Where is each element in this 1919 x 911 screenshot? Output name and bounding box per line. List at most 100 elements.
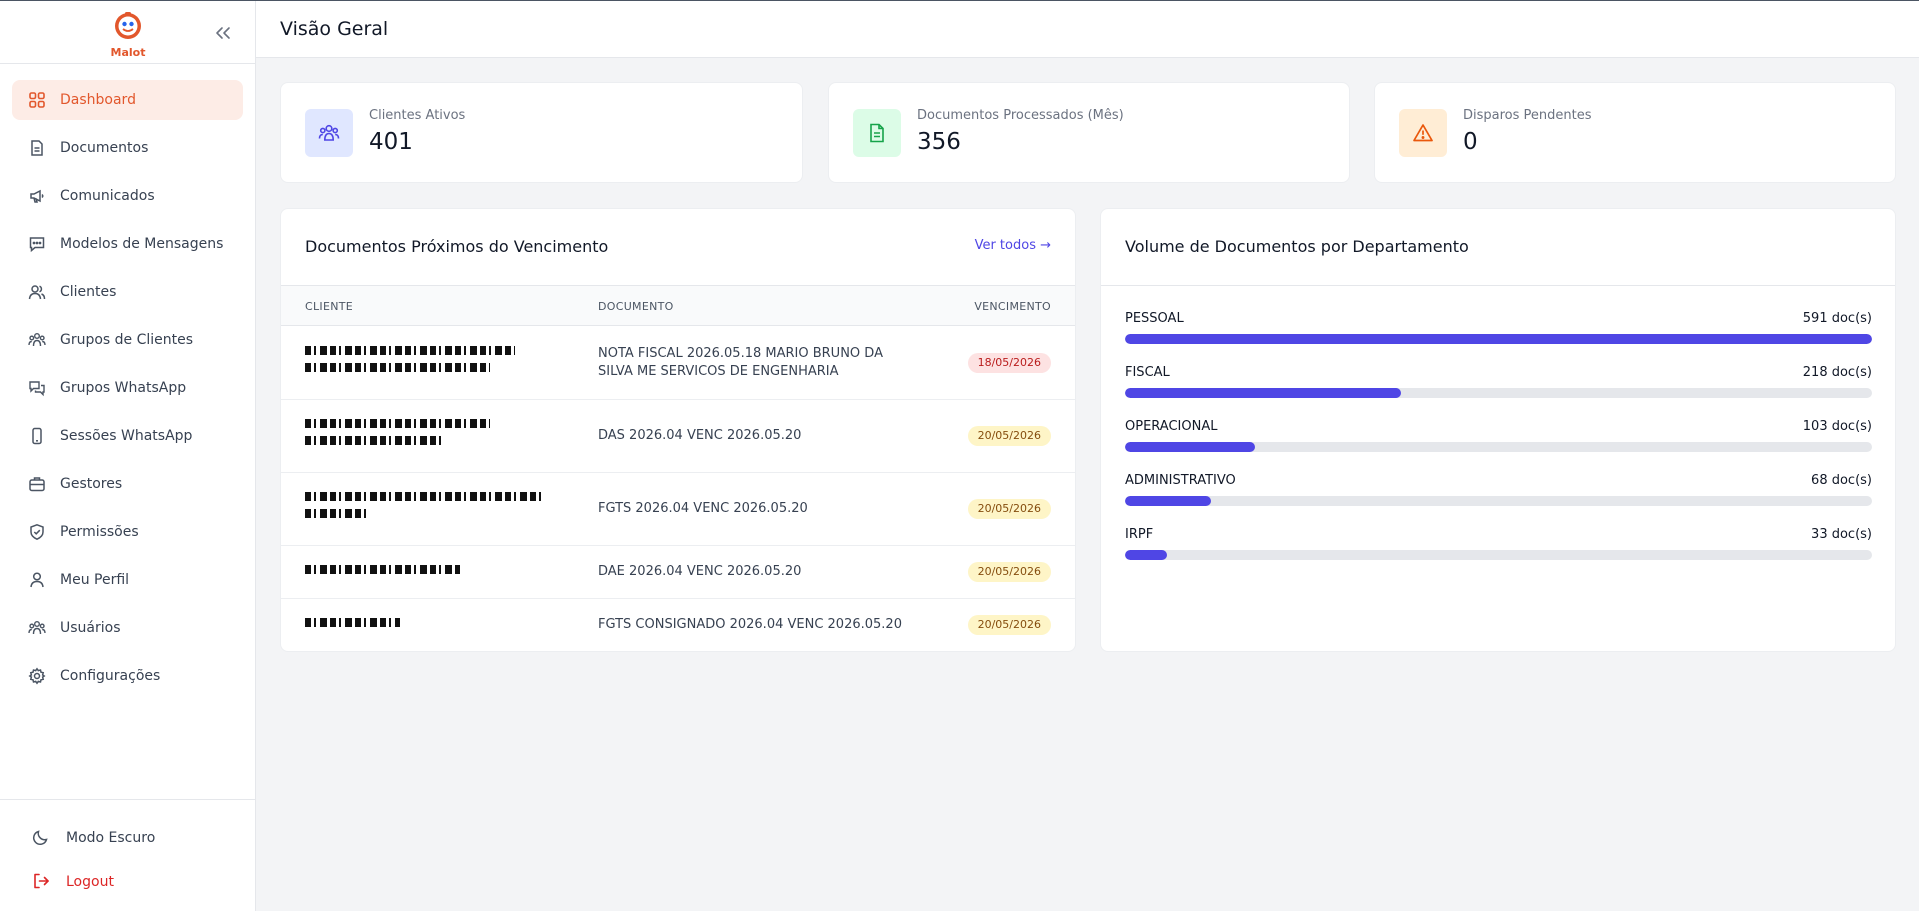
sidebar-item-modelos-de-mensagens[interactable]: Modelos de Mensagens <box>12 224 243 264</box>
sidebar-item-dashboard[interactable]: Dashboard <box>12 80 243 120</box>
stat-label: Documentos Processados (Mês) <box>917 108 1124 123</box>
table-row[interactable]: DAS 2026.04 VENC 2026.05.20 20/05/2026 <box>281 400 1075 473</box>
progress-track <box>1125 334 1872 344</box>
users-icon <box>305 109 353 157</box>
warning-icon <box>1399 109 1447 157</box>
sidebar-item-label: Dashboard <box>60 92 136 108</box>
sidebar-item-grupos-de-clientes[interactable]: Grupos de Clientes <box>12 320 243 360</box>
progress-fill <box>1125 442 1256 452</box>
collapse-sidebar-button[interactable] <box>211 21 235 45</box>
department-count: 33 doc(s) <box>1811 527 1872 542</box>
table-row[interactable]: DAE 2026.04 VENC 2026.05.20 20/05/2026 <box>281 546 1075 599</box>
progress-track <box>1125 388 1872 398</box>
divider <box>281 285 1075 286</box>
stat-card-clientes-ativos: Clientes Ativos 401 <box>280 82 803 183</box>
divider <box>1101 285 1895 286</box>
sidebar-item-label: Documentos <box>60 140 149 156</box>
user-group-icon <box>28 331 46 349</box>
progress-track <box>1125 442 1872 452</box>
due-documents-panel: Documentos Próximos do Vencimento Ver to… <box>280 208 1076 652</box>
progress-fill <box>1125 550 1167 560</box>
sidebar-item-label: Usuários <box>60 620 121 636</box>
see-all-link[interactable]: Ver todos → <box>974 238 1051 253</box>
sidebar-item-label: Clientes <box>60 284 117 300</box>
department-name: FISCAL <box>1125 365 1170 380</box>
department-count: 218 doc(s) <box>1802 365 1872 380</box>
sidebar-item-permissoes[interactable]: Permissões <box>12 512 243 552</box>
document-icon <box>853 109 901 157</box>
progress-track <box>1125 496 1872 506</box>
moon-icon <box>32 828 52 848</box>
department-name: OPERACIONAL <box>1125 419 1218 434</box>
redacted-client-name <box>305 492 541 526</box>
sidebar-footer: Modo Escuro Logout <box>0 799 256 911</box>
sidebar-item-documentos[interactable]: Documentos <box>12 128 243 168</box>
sidebar-item-sessoes-whatsapp[interactable]: Sessões WhatsApp <box>12 416 243 456</box>
dark-mode-toggle[interactable]: Modo Escuro <box>12 820 244 856</box>
briefcase-icon <box>28 475 46 493</box>
logout-button[interactable]: Logout <box>12 864 244 900</box>
sidebar-item-label: Grupos WhatsApp <box>60 380 187 396</box>
due-date-badge: 20/05/2026 <box>967 499 1051 519</box>
sidebar-item-comunicados[interactable]: Comunicados <box>12 176 243 216</box>
due-date-badge: 20/05/2026 <box>967 562 1051 582</box>
document-name: FGTS 2026.04 VENC 2026.05.20 <box>598 501 808 516</box>
redacted-client-name <box>305 618 541 635</box>
progress-fill <box>1125 334 1872 344</box>
gear-icon <box>28 667 46 685</box>
table-row[interactable]: FGTS 2026.04 VENC 2026.05.20 20/05/2026 <box>281 473 1075 546</box>
column-header-documento: DOCUMENTO <box>598 300 674 313</box>
document-name: DAS 2026.04 VENC 2026.05.20 <box>598 428 802 443</box>
redacted-client-name <box>305 565 541 582</box>
department-count: 103 doc(s) <box>1802 419 1872 434</box>
stat-value: 356 <box>917 129 961 155</box>
phone-icon <box>28 427 46 445</box>
logout-label: Logout <box>66 874 114 890</box>
progress-fill <box>1125 388 1401 398</box>
due-date-badge: 20/05/2026 <box>967 426 1051 446</box>
progress-fill <box>1125 496 1211 506</box>
malot-logo[interactable]: Malot <box>106 12 150 58</box>
sidebar-item-grupos-whatsapp[interactable]: Grupos WhatsApp <box>12 368 243 408</box>
brand-name: Malot <box>110 46 146 59</box>
chevrons-left-icon <box>216 27 230 39</box>
stat-label: Clientes Ativos <box>369 108 466 123</box>
shield-icon <box>28 523 46 541</box>
stat-card-disparos-pendentes: Disparos Pendentes 0 <box>1374 82 1896 183</box>
document-name: FGTS CONSIGNADO 2026.04 VENC 2026.05.20 <box>598 617 902 632</box>
document-name: DAE 2026.04 VENC 2026.05.20 <box>598 564 802 579</box>
sidebar-item-clientes[interactable]: Clientes <box>12 272 243 312</box>
user-icon <box>28 571 46 589</box>
sidebar-item-label: Meu Perfil <box>60 572 130 588</box>
mascot-logo-icon <box>115 12 141 39</box>
table-row[interactable]: NOTA FISCAL 2026.05.18 MARIO BRUNO DA SI… <box>281 327 1075 400</box>
column-header-vencimento: VENCIMENTO <box>974 300 1051 313</box>
department-name: IRPF <box>1125 527 1154 542</box>
sidebar-brand: Malot <box>0 0 255 64</box>
sidebar: Malot Dashboard Documentos Comunicados M… <box>0 0 256 911</box>
grid-icon <box>28 91 46 109</box>
sidebar-item-label: Sessões WhatsApp <box>60 428 193 444</box>
column-header-cliente: CLIENTE <box>305 300 354 313</box>
sidebar-item-usuarios[interactable]: Usuários <box>12 608 243 648</box>
table-header: CLIENTE DOCUMENTO VENCIMENTO <box>281 286 1075 326</box>
dark-mode-label: Modo Escuro <box>66 830 156 846</box>
panel-title: Documentos Próximos do Vencimento <box>305 237 609 256</box>
department-count: 68 doc(s) <box>1811 473 1872 488</box>
sidebar-item-label: Permissões <box>60 524 139 540</box>
user-group-icon <box>28 619 46 637</box>
document-name: NOTA FISCAL 2026.05.18 MARIO BRUNO DA SI… <box>598 346 883 379</box>
stat-value: 401 <box>369 129 413 155</box>
sidebar-item-meu-perfil[interactable]: Meu Perfil <box>12 560 243 600</box>
department-name: PESSOAL <box>1125 311 1184 326</box>
logout-icon <box>32 872 52 892</box>
message-icon <box>28 235 46 253</box>
stat-card-documentos-processados: Documentos Processados (Mês) 356 <box>828 82 1350 183</box>
sidebar-item-gestores[interactable]: Gestores <box>12 464 243 504</box>
redacted-client-name <box>305 346 541 380</box>
redacted-client-name <box>305 419 541 453</box>
sidebar-item-configuracoes[interactable]: Configurações <box>12 656 243 696</box>
stat-value: 0 <box>1463 129 1478 155</box>
chat-bubbles-icon <box>28 379 46 397</box>
table-row[interactable]: FGTS CONSIGNADO 2026.04 VENC 2026.05.20 … <box>281 599 1075 651</box>
